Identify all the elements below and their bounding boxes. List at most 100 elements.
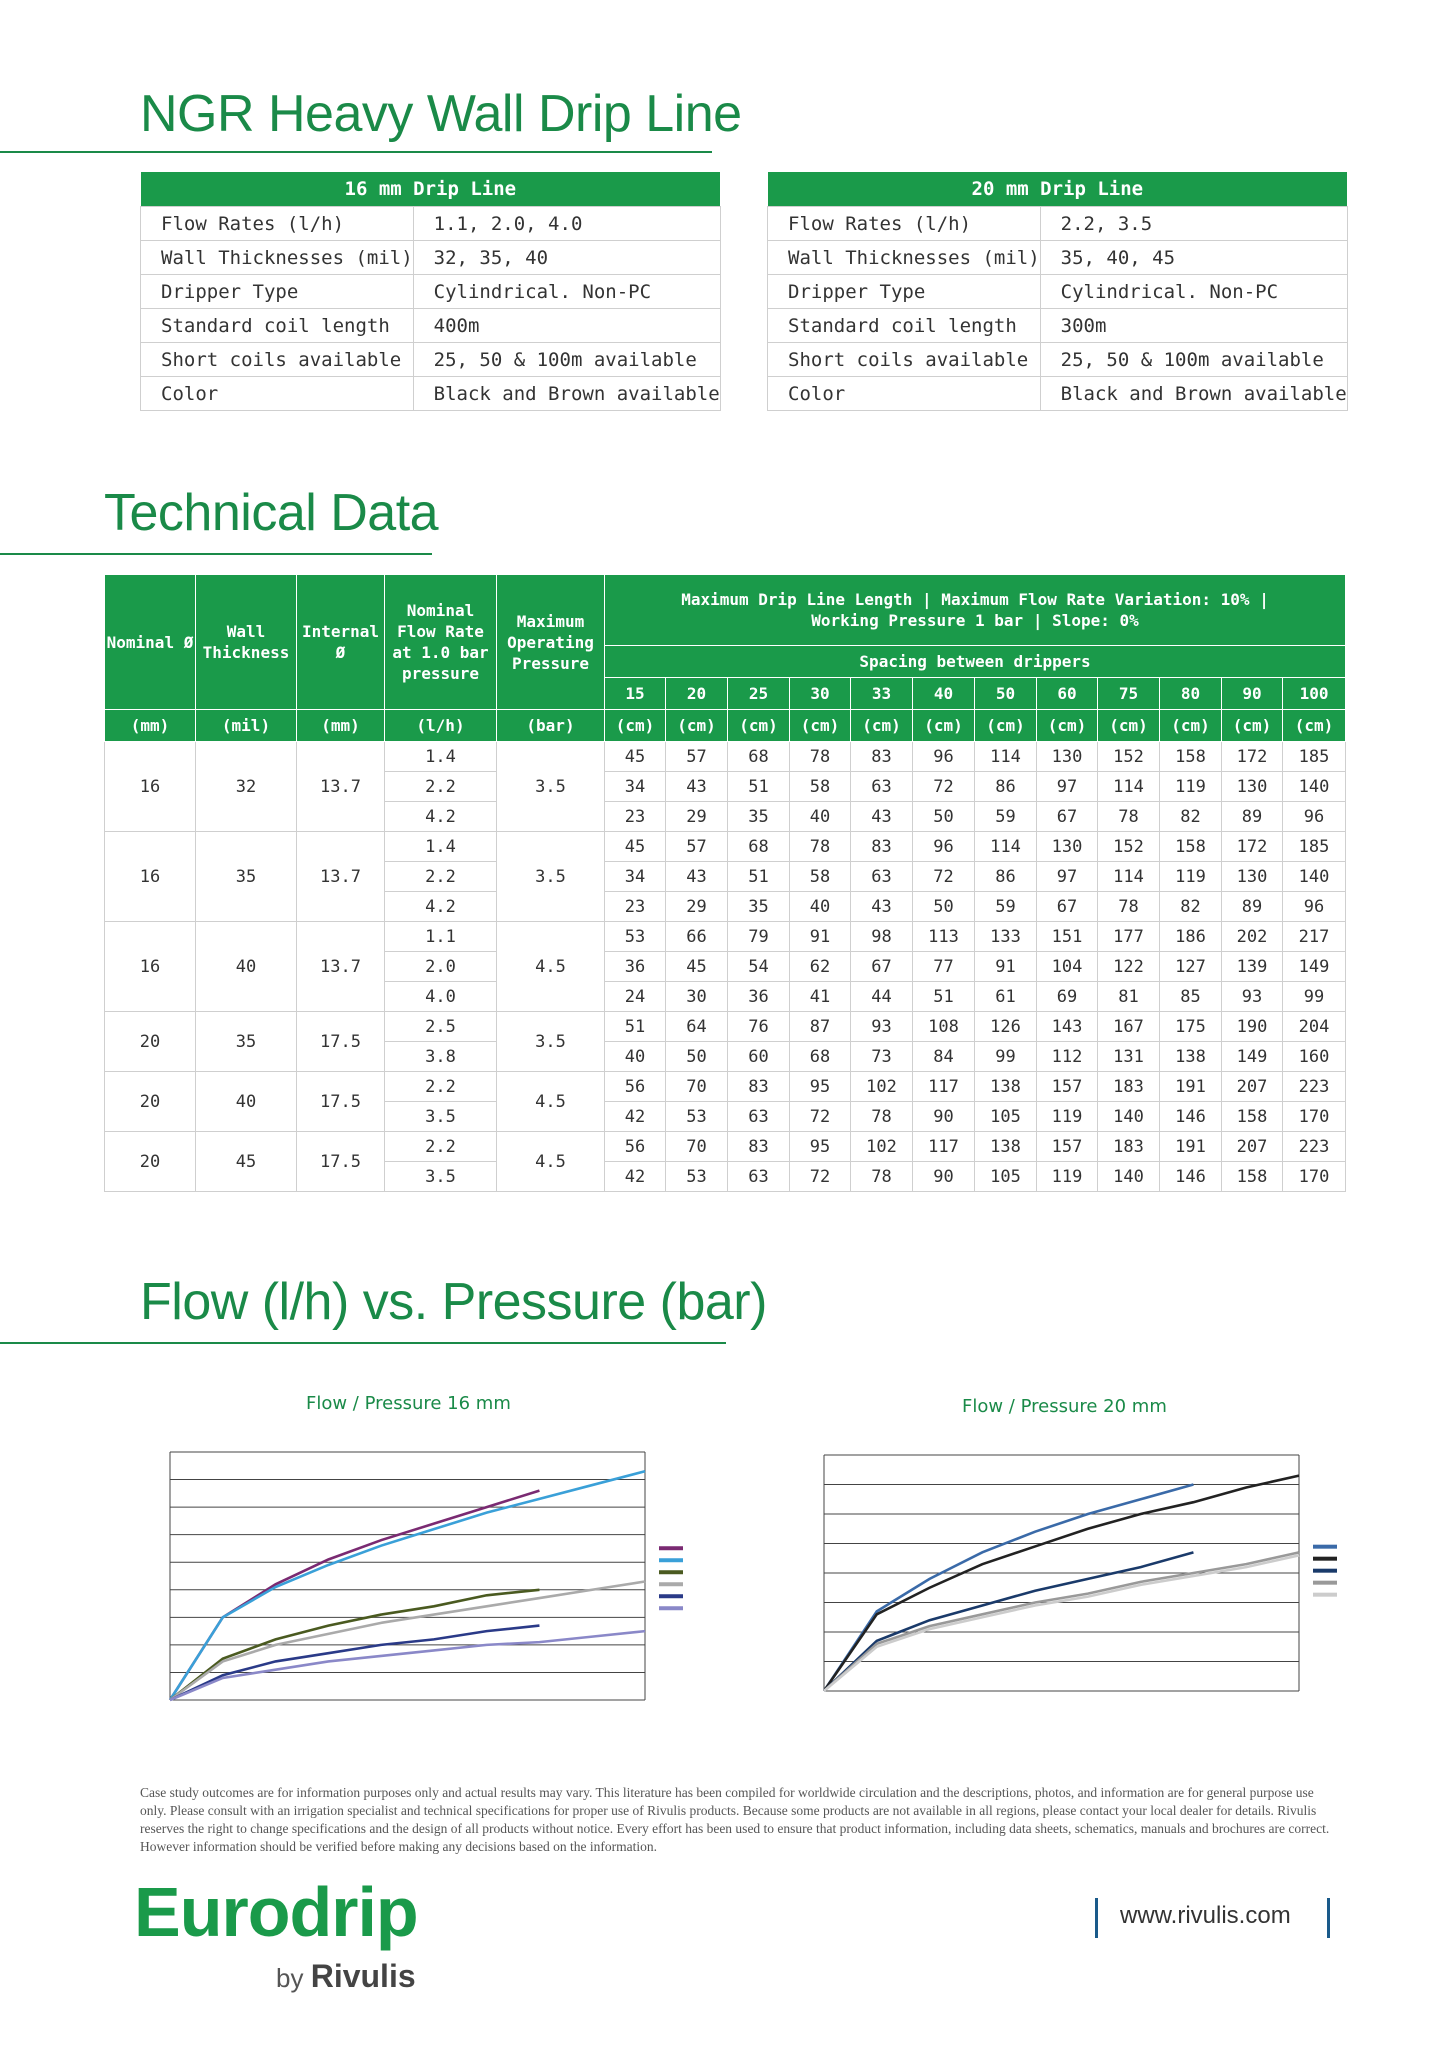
table-row: 2.2 34 43 51 58 63 72 86 97 114 119 130 140 bbox=[105, 861, 1347, 892]
cell-length: 112 bbox=[1036, 1041, 1098, 1072]
spec-row: Dripper Type Cylindrical. Non-PC bbox=[140, 274, 721, 309]
cell-length: 160 bbox=[1281, 1041, 1347, 1072]
by-text: by bbox=[276, 1963, 304, 1993]
cell-length: 105 bbox=[974, 1101, 1037, 1132]
cell-length: 50 bbox=[912, 891, 975, 922]
cell-length: 93 bbox=[850, 1011, 913, 1042]
cell-length: 170 bbox=[1281, 1161, 1347, 1192]
cell-length: 158 bbox=[1159, 741, 1222, 772]
cell-pressure: 3.5 bbox=[496, 1011, 605, 1072]
cell-length: 127 bbox=[1159, 951, 1222, 982]
cell-length: 73 bbox=[850, 1041, 913, 1072]
chart-16mm bbox=[168, 1451, 683, 1702]
chart-16-title: Flow / Pressure 16 mm bbox=[306, 1393, 511, 1414]
spec-row: Flow Rates (l/h) 2.2, 3.5 bbox=[767, 206, 1348, 241]
cell-length: 58 bbox=[789, 771, 851, 802]
header-max-length: Maximum Drip Line Length | Maximum Flow … bbox=[603, 574, 1347, 646]
table-row: 20 35 17.5 2.5 3.5 51 64 76 87 93 108 126 143 167 175 1… bbox=[104, 1011, 1347, 1072]
cell-length: 149 bbox=[1281, 951, 1347, 982]
series-line bbox=[822, 1483, 1194, 1692]
cell-length: 91 bbox=[789, 921, 851, 952]
cell-length: 42 bbox=[604, 1101, 666, 1132]
cell-length: 102 bbox=[850, 1071, 913, 1102]
cell-length: 207 bbox=[1221, 1071, 1283, 1102]
cell-internal: 13.7 bbox=[296, 741, 385, 832]
cell-length: 40 bbox=[604, 1041, 666, 1072]
series-line bbox=[169, 1624, 540, 1702]
cell-length: 43 bbox=[665, 771, 728, 802]
cell-length: 62 bbox=[789, 951, 851, 982]
cell-nominal: 20 bbox=[104, 1131, 196, 1192]
cell-length: 85 bbox=[1159, 981, 1222, 1012]
cell-length: 23 bbox=[604, 801, 666, 832]
cell-length: 130 bbox=[1221, 771, 1283, 802]
unit-header: (cm) bbox=[974, 709, 1037, 742]
unit-header: (cm) bbox=[1221, 709, 1283, 742]
cell-length: 42 bbox=[604, 1161, 666, 1192]
unit-header: (cm) bbox=[1036, 709, 1098, 742]
header-internal: Internal Ø bbox=[296, 574, 385, 710]
cell-length: 68 bbox=[727, 831, 790, 862]
cell-length: 104 bbox=[1036, 951, 1098, 982]
cell-length: 133 bbox=[974, 921, 1037, 952]
cell-length: 183 bbox=[1097, 1131, 1160, 1162]
cell-length: 29 bbox=[665, 801, 728, 832]
cell-length: 202 bbox=[1221, 921, 1283, 952]
cell-flow: 2.5 bbox=[384, 1011, 497, 1042]
cell-length: 96 bbox=[1281, 801, 1347, 832]
cell-length: 99 bbox=[974, 1041, 1037, 1072]
cell-length: 72 bbox=[912, 861, 975, 892]
header-max-length-line2: Working Pressure 1 bar | Slope: 0% bbox=[811, 611, 1139, 630]
unit-header: (cm) bbox=[789, 709, 851, 742]
cell-length: 140 bbox=[1097, 1161, 1160, 1192]
cell-length: 140 bbox=[1097, 1101, 1160, 1132]
legend-swatch bbox=[659, 1558, 683, 1563]
cell-length: 207 bbox=[1221, 1131, 1283, 1162]
cell-length: 72 bbox=[789, 1101, 851, 1132]
cell-length: 89 bbox=[1221, 801, 1283, 832]
cell-length: 119 bbox=[1159, 861, 1222, 892]
spec-label: Color bbox=[140, 376, 414, 411]
cell-length: 67 bbox=[1036, 801, 1098, 832]
cell-flow: 3.5 bbox=[384, 1101, 497, 1132]
cell-length: 191 bbox=[1159, 1131, 1222, 1162]
cell-length: 86 bbox=[974, 861, 1037, 892]
unit-header: (cm) bbox=[604, 709, 666, 742]
cell-length: 119 bbox=[1159, 771, 1222, 802]
cell-length: 68 bbox=[789, 1041, 851, 1072]
cell-flow: 4.2 bbox=[384, 801, 497, 832]
cell-length: 114 bbox=[1097, 861, 1160, 892]
cell-length: 36 bbox=[604, 951, 666, 982]
cell-length: 114 bbox=[1097, 771, 1160, 802]
cell-length: 45 bbox=[604, 831, 666, 862]
spec-label: Color bbox=[767, 376, 1041, 411]
cell-length: 95 bbox=[789, 1131, 851, 1162]
spec-value: Black and Brown available bbox=[1039, 376, 1348, 411]
cell-pressure: 4.5 bbox=[496, 921, 605, 1012]
cell-length: 34 bbox=[604, 861, 666, 892]
cell-length: 170 bbox=[1281, 1101, 1347, 1132]
series-line bbox=[169, 1629, 646, 1702]
cell-length: 84 bbox=[912, 1041, 975, 1072]
legend-swatch bbox=[659, 1570, 683, 1575]
cell-length: 79 bbox=[727, 921, 790, 952]
chart-20mm bbox=[822, 1454, 1337, 1692]
header-nominal: Nominal Ø bbox=[104, 574, 196, 710]
cell-length: 146 bbox=[1159, 1161, 1222, 1192]
cell-length: 45 bbox=[604, 741, 666, 772]
series-line bbox=[822, 1474, 1300, 1692]
cell-length: 67 bbox=[1036, 891, 1098, 922]
legend-swatch bbox=[1313, 1544, 1337, 1549]
cell-flow: 1.1 bbox=[384, 921, 497, 952]
cell-length: 157 bbox=[1036, 1071, 1098, 1102]
series-line bbox=[169, 1588, 540, 1702]
cell-length: 61 bbox=[974, 981, 1037, 1012]
flow-pressure-rule bbox=[0, 1342, 726, 1344]
website-link[interactable]: www.rivulis.com bbox=[1120, 1902, 1291, 1929]
cell-length: 59 bbox=[974, 801, 1037, 832]
table-16mm-title: 16 mm Drip Line bbox=[140, 172, 721, 207]
cell-flow: 1.4 bbox=[384, 831, 497, 862]
cell-length: 63 bbox=[727, 1101, 790, 1132]
cell-length: 57 bbox=[665, 831, 728, 862]
cell-length: 138 bbox=[974, 1071, 1037, 1102]
